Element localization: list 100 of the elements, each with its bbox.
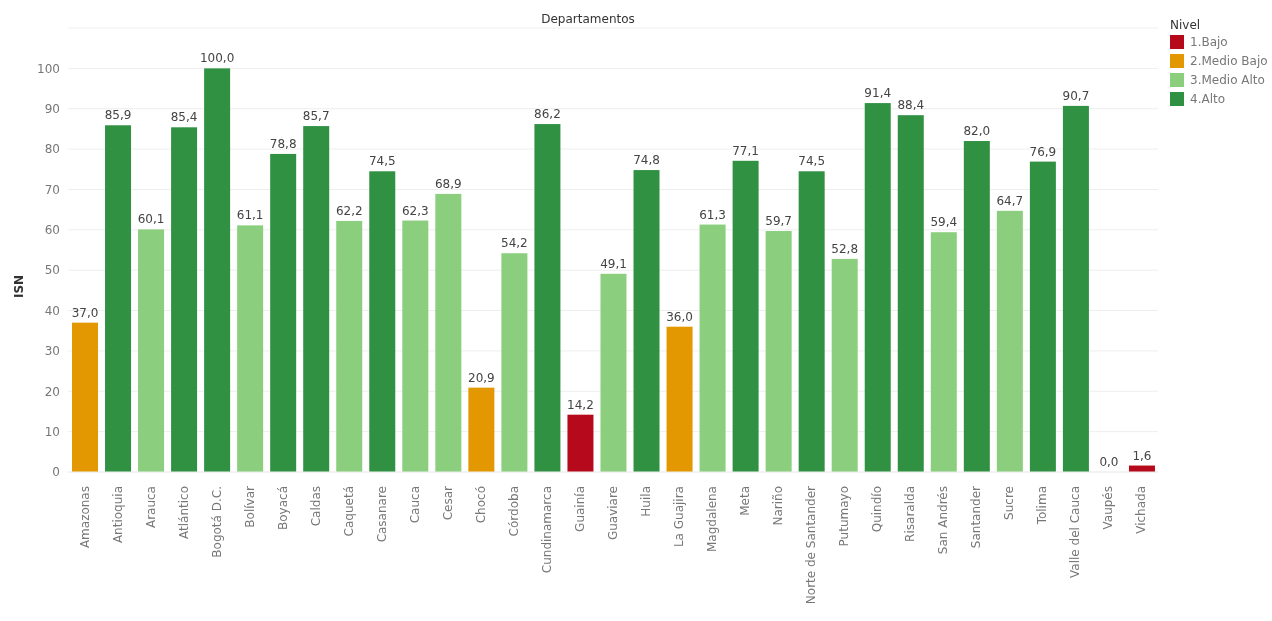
bar — [534, 124, 561, 472]
data-label: 90,7 — [1062, 88, 1090, 103]
x-tick-label: Caquetá — [341, 486, 356, 537]
legend-label: 4.Alto — [1189, 92, 1227, 106]
data-label: 88,4 — [897, 98, 925, 113]
y-tick-label: 50 — [44, 263, 60, 278]
x-tick-label: Tolima — [1035, 486, 1050, 526]
x-tick-label: Casanare — [374, 486, 389, 543]
x-tick-label: Guainía — [572, 486, 587, 532]
bar — [897, 115, 924, 472]
x-tick-label: Nariño — [771, 486, 786, 526]
bar — [468, 387, 495, 472]
x-tick-label: Cesar — [440, 485, 455, 521]
data-label: 77,1 — [732, 143, 759, 158]
data-label: 68,9 — [434, 176, 462, 191]
bar — [171, 127, 198, 472]
x-tick-label: Guaviare — [606, 486, 620, 541]
data-label: 14,2 — [567, 397, 594, 412]
bar — [369, 171, 396, 472]
data-label: 74,5 — [368, 154, 396, 169]
bar — [105, 125, 132, 472]
y-tick-label: 70 — [44, 182, 60, 197]
y-axis-title: ISN — [12, 274, 26, 298]
x-tick-label: San Andrés — [936, 486, 951, 555]
legend-title: Nivel — [1170, 18, 1202, 32]
data-label: 54,2 — [501, 236, 528, 251]
bar — [963, 141, 990, 472]
y-tick-label: 0 — [52, 465, 60, 480]
bar — [303, 126, 330, 472]
data-label: 76,9 — [1029, 144, 1057, 159]
data-label: 62,2 — [335, 203, 363, 218]
y-tick-label: 100 — [37, 61, 60, 76]
bar — [1029, 161, 1056, 472]
data-label: 74,5 — [798, 154, 826, 169]
x-tick-label: Atlántico — [176, 486, 191, 539]
bar — [138, 229, 165, 472]
x-tick-label: Caldas — [308, 486, 323, 527]
data-label: 82,0 — [963, 124, 991, 139]
data-label: 60,1 — [137, 212, 165, 227]
bar — [1062, 105, 1089, 472]
bar — [204, 68, 231, 472]
data-label: 86,2 — [534, 107, 561, 122]
x-tick-label: Huila — [639, 486, 654, 517]
data-label: 20,9 — [468, 370, 495, 385]
legend-label: 3.Medio Alto — [1189, 73, 1266, 87]
bar — [435, 193, 462, 472]
x-tick-label: Bolívar — [242, 485, 257, 528]
x-tick-label: Norte de Santander — [804, 485, 819, 605]
x-tick-label: Amazonas — [77, 486, 92, 549]
data-label: 85,4 — [170, 110, 198, 125]
x-tick-label: Boyacá — [275, 486, 290, 530]
y-tick-label: 30 — [44, 344, 60, 359]
bar — [567, 414, 594, 472]
legend-label: 1.Bajo — [1189, 35, 1229, 49]
x-tick-label: Bogotá D.C. — [209, 486, 224, 558]
x-tick-label: Risaralda — [903, 486, 918, 542]
data-label: 1,6 — [1132, 448, 1152, 463]
x-tick-label: Chocó — [473, 486, 488, 524]
y-tick-label: 90 — [44, 101, 60, 116]
bar — [699, 224, 726, 472]
x-tick-label: Arauca — [143, 486, 158, 529]
x-tick-label: La Guajira — [672, 486, 687, 548]
bar — [930, 232, 957, 472]
x-tick-label: Cundinamarca — [539, 486, 554, 574]
y-tick-label: 80 — [44, 142, 60, 157]
data-label: 85,9 — [104, 108, 132, 123]
x-tick-label: Meta — [738, 486, 753, 516]
bar — [666, 326, 693, 472]
x-tick-label: Valle del Cauca — [1068, 486, 1083, 578]
bar — [402, 220, 429, 472]
bar — [996, 210, 1023, 472]
x-tick-label: Quindío — [870, 486, 885, 533]
x-tick-label: Putumayo — [837, 486, 852, 547]
y-tick-label: 20 — [44, 384, 60, 399]
bar — [72, 322, 98, 472]
bar — [501, 253, 528, 472]
bar — [336, 220, 363, 472]
bar — [237, 225, 264, 472]
bar — [765, 231, 792, 472]
data-label: 62,3 — [401, 203, 429, 218]
chart-title: Departamentos — [540, 12, 636, 26]
x-tick-label: Vaupés — [1101, 486, 1116, 530]
legend-label: 2.Medio Bajo — [1189, 54, 1268, 68]
x-tick-label: Magdalena — [705, 486, 720, 552]
data-label: 0,0 — [1099, 455, 1119, 469]
bar — [600, 273, 627, 472]
x-tick-label: Sucre — [1002, 486, 1017, 520]
data-label: 49,1 — [600, 256, 627, 271]
data-label: 37,0 — [71, 305, 99, 320]
data-label: 61,1 — [236, 208, 264, 223]
bar — [831, 258, 858, 472]
x-tick-label: Córdoba — [506, 486, 521, 537]
bar — [798, 171, 825, 472]
y-tick-label: 60 — [44, 223, 60, 238]
data-label: 85,7 — [302, 109, 330, 124]
bar — [633, 170, 660, 472]
data-label: 36,0 — [666, 309, 693, 324]
bar — [270, 153, 297, 472]
data-label: 52,8 — [831, 241, 859, 256]
x-tick-label: Vichada — [1134, 486, 1149, 534]
